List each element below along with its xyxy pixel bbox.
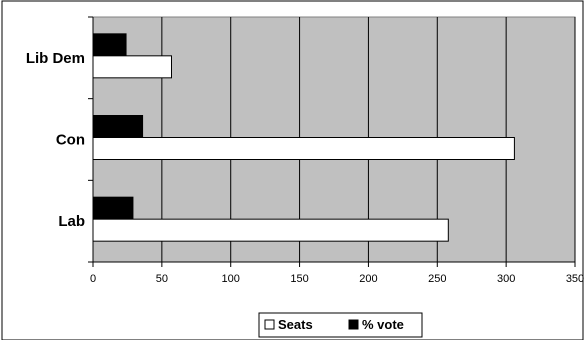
bar-vote-lab bbox=[92, 196, 134, 220]
x-tick-label-7: 350 bbox=[566, 273, 584, 285]
x-tick-label-1: 50 bbox=[156, 273, 168, 285]
category-labels: Lib Dem Con Lab bbox=[26, 50, 85, 230]
bar-seats-con bbox=[92, 137, 515, 160]
bar-seats-lib-dem bbox=[92, 55, 172, 79]
legend-swatch-seats bbox=[264, 319, 275, 330]
bar-vote-lib-dem bbox=[92, 33, 127, 57]
y-axis-ticks bbox=[88, 16, 93, 263]
legend-label-vote: % vote bbox=[362, 317, 404, 332]
x-tick-label-0: 0 bbox=[90, 273, 96, 285]
bars bbox=[92, 33, 515, 242]
category-label-con: Con bbox=[56, 132, 85, 149]
legend-label-seats: Seats bbox=[278, 317, 313, 332]
x-tick-label-6: 300 bbox=[497, 273, 515, 285]
x-tick-labels: 0 50 100 150 200 250 300 350 bbox=[90, 273, 584, 285]
category-label-lab: Lab bbox=[58, 213, 85, 230]
bar-seats-lab bbox=[92, 218, 449, 242]
legend: Seats % vote bbox=[258, 312, 423, 338]
x-axis-ticks bbox=[92, 262, 576, 267]
legend-swatch-vote bbox=[348, 319, 359, 330]
x-tick-label-2: 100 bbox=[222, 273, 240, 285]
x-tick-label-3: 150 bbox=[290, 273, 308, 285]
category-label-lib-dem: Lib Dem bbox=[26, 50, 85, 67]
x-tick-label-5: 250 bbox=[428, 273, 446, 285]
bar-vote-con bbox=[92, 115, 144, 138]
x-tick-label-4: 200 bbox=[359, 273, 377, 285]
legend-box bbox=[258, 312, 423, 338]
